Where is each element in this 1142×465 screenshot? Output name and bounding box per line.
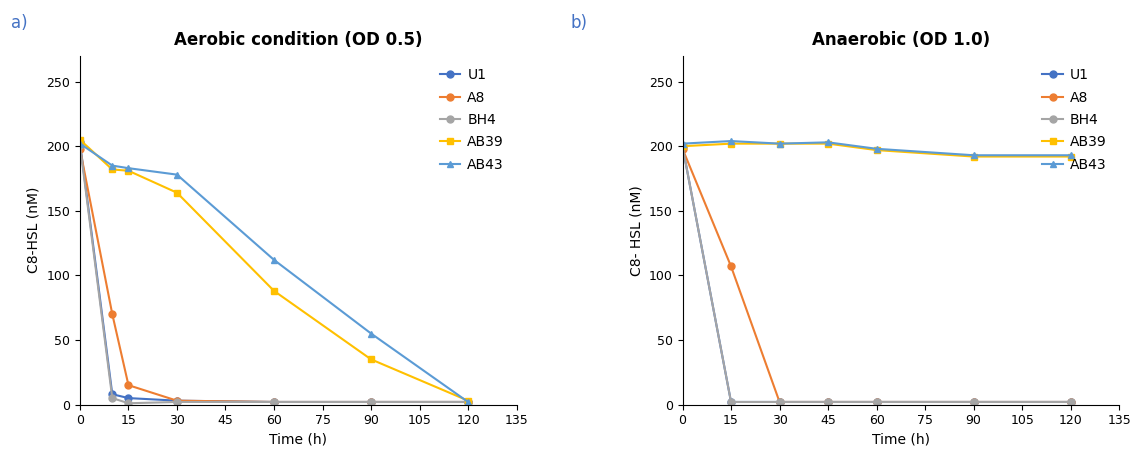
Legend: U1, A8, BH4, AB39, AB43: U1, A8, BH4, AB39, AB43 bbox=[1037, 63, 1112, 177]
AB39 bbox=[1064, 154, 1078, 159]
A8 bbox=[821, 399, 835, 405]
AB39 bbox=[461, 398, 475, 404]
Line: AB43: AB43 bbox=[77, 140, 472, 405]
AB39 bbox=[676, 143, 690, 149]
AB43 bbox=[676, 141, 690, 146]
AB39 bbox=[121, 168, 135, 173]
A8 bbox=[121, 382, 135, 388]
AB43 bbox=[121, 166, 135, 171]
A8 bbox=[676, 146, 690, 152]
AB43 bbox=[870, 146, 884, 152]
AB43 bbox=[1064, 153, 1078, 158]
X-axis label: Time (h): Time (h) bbox=[871, 433, 930, 447]
AB43 bbox=[170, 172, 184, 178]
BH4 bbox=[121, 400, 135, 406]
AB43 bbox=[105, 163, 119, 168]
Line: A8: A8 bbox=[77, 146, 472, 405]
BH4 bbox=[773, 399, 787, 405]
X-axis label: Time (h): Time (h) bbox=[270, 433, 328, 447]
U1 bbox=[461, 399, 475, 405]
AB39 bbox=[773, 141, 787, 146]
A8 bbox=[967, 399, 981, 405]
AB43 bbox=[821, 140, 835, 145]
AB39 bbox=[73, 137, 87, 143]
AB43 bbox=[724, 138, 738, 144]
U1 bbox=[121, 395, 135, 401]
Y-axis label: C8-HSL (nM): C8-HSL (nM) bbox=[26, 187, 41, 273]
A8 bbox=[1064, 399, 1078, 405]
U1 bbox=[364, 399, 378, 405]
BH4 bbox=[105, 395, 119, 401]
BH4 bbox=[724, 399, 738, 405]
Line: A8: A8 bbox=[679, 146, 1075, 405]
Line: AB43: AB43 bbox=[679, 138, 1075, 159]
AB43 bbox=[267, 257, 281, 263]
U1 bbox=[870, 399, 884, 405]
BH4 bbox=[73, 142, 87, 148]
AB39 bbox=[267, 288, 281, 294]
A8 bbox=[73, 146, 87, 152]
Legend: U1, A8, BH4, AB39, AB43: U1, A8, BH4, AB39, AB43 bbox=[434, 63, 509, 177]
Line: U1: U1 bbox=[77, 139, 472, 405]
AB39 bbox=[105, 166, 119, 172]
Line: BH4: BH4 bbox=[77, 141, 472, 407]
Line: BH4: BH4 bbox=[679, 143, 1075, 405]
Line: AB39: AB39 bbox=[77, 136, 472, 404]
AB43 bbox=[73, 141, 87, 146]
AB39 bbox=[967, 154, 981, 159]
Line: AB39: AB39 bbox=[679, 140, 1075, 160]
U1 bbox=[967, 399, 981, 405]
Text: b): b) bbox=[571, 14, 588, 32]
AB39 bbox=[821, 141, 835, 146]
BH4 bbox=[461, 399, 475, 405]
BH4 bbox=[267, 399, 281, 405]
BH4 bbox=[1064, 399, 1078, 405]
BH4 bbox=[364, 399, 378, 405]
A8 bbox=[105, 312, 119, 317]
U1 bbox=[105, 392, 119, 397]
AB43 bbox=[773, 141, 787, 146]
Title: Aerobic condition (OD 0.5): Aerobic condition (OD 0.5) bbox=[174, 31, 423, 49]
AB39 bbox=[364, 357, 378, 362]
U1 bbox=[73, 140, 87, 145]
A8 bbox=[870, 399, 884, 405]
BH4 bbox=[821, 399, 835, 405]
A8 bbox=[773, 399, 787, 405]
U1 bbox=[676, 143, 690, 149]
BH4 bbox=[170, 399, 184, 405]
A8 bbox=[170, 398, 184, 404]
Line: U1: U1 bbox=[679, 143, 1075, 405]
A8 bbox=[724, 264, 738, 269]
U1 bbox=[1064, 399, 1078, 405]
AB43 bbox=[461, 399, 475, 405]
U1 bbox=[724, 399, 738, 405]
AB39 bbox=[870, 147, 884, 153]
A8 bbox=[364, 399, 378, 405]
A8 bbox=[267, 399, 281, 405]
U1 bbox=[821, 399, 835, 405]
Title: Anaerobic (OD 1.0): Anaerobic (OD 1.0) bbox=[812, 31, 990, 49]
Y-axis label: C8- HSL (nM): C8- HSL (nM) bbox=[629, 185, 643, 276]
BH4 bbox=[967, 399, 981, 405]
U1 bbox=[773, 399, 787, 405]
AB43 bbox=[364, 331, 378, 336]
BH4 bbox=[676, 143, 690, 149]
AB43 bbox=[967, 153, 981, 158]
AB39 bbox=[170, 190, 184, 195]
BH4 bbox=[870, 399, 884, 405]
U1 bbox=[267, 399, 281, 405]
AB39 bbox=[724, 141, 738, 146]
A8 bbox=[461, 399, 475, 405]
Text: a): a) bbox=[11, 14, 29, 32]
U1 bbox=[170, 398, 184, 404]
